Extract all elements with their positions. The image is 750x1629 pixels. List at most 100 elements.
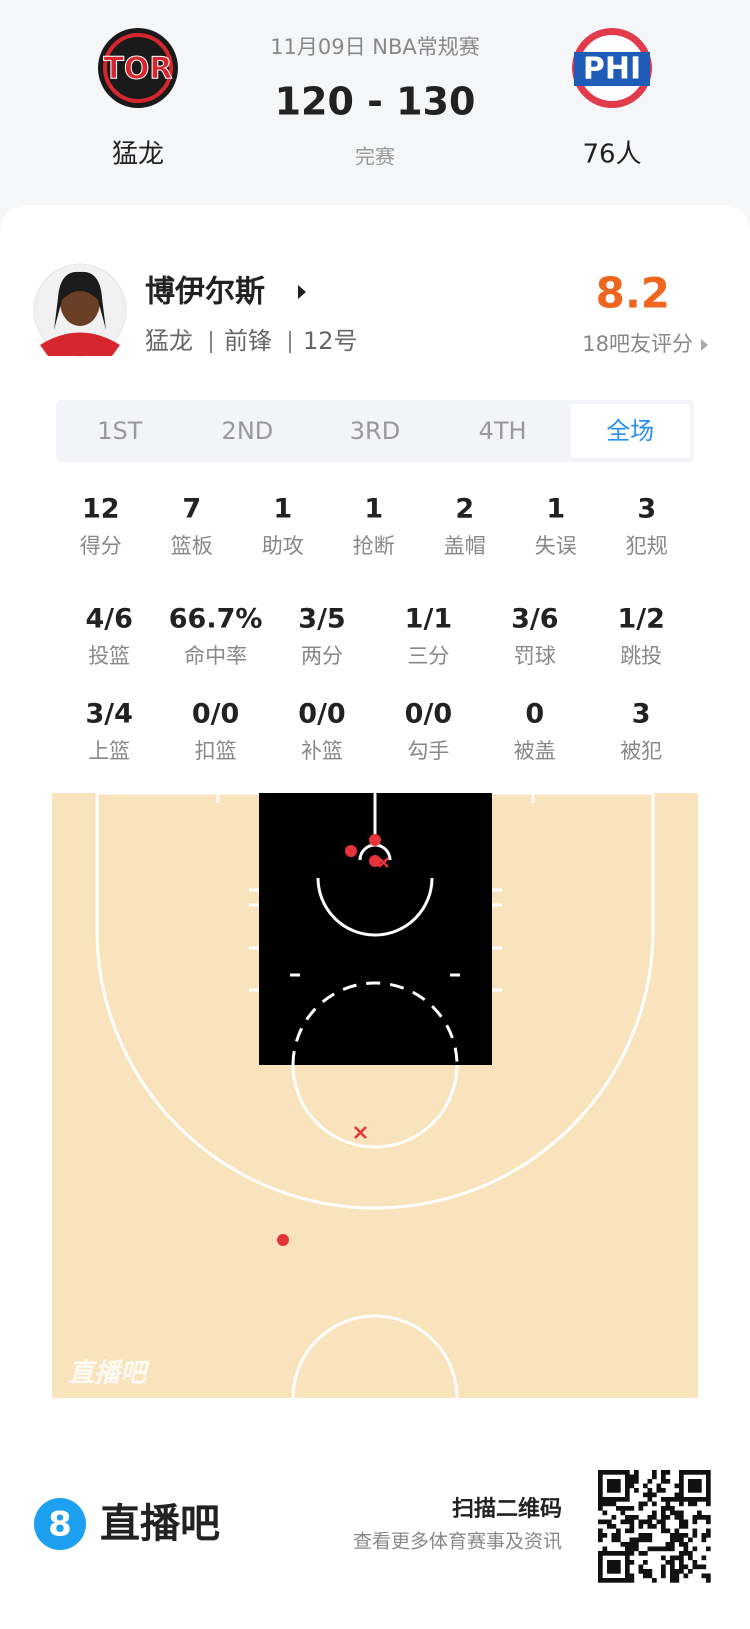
qr-module: [679, 1560, 684, 1565]
stat-value: 1: [273, 494, 292, 525]
stat-label: 罚球: [514, 644, 556, 668]
stat-value: 3/4: [85, 699, 132, 730]
qr-module: [679, 1501, 684, 1507]
qr-module: [674, 1528, 680, 1534]
qr-module: [625, 1515, 630, 1520]
qr-module: [701, 1573, 707, 1579]
qr-module: [629, 1528, 635, 1534]
qr-module: [679, 1519, 684, 1525]
footer-logo-number: 8: [48, 1505, 72, 1545]
qr-module: [697, 1479, 702, 1484]
qr-module: [598, 1551, 603, 1556]
qr-module: [607, 1501, 612, 1507]
qr-module: [661, 1519, 666, 1525]
qr-module: [647, 1533, 653, 1538]
qr-module: [616, 1533, 621, 1538]
qr-module: [607, 1560, 612, 1565]
qr-module: [647, 1497, 653, 1502]
qr-module: [661, 1474, 666, 1480]
qr-module: [620, 1542, 626, 1547]
qr-module: [665, 1501, 671, 1507]
tab[interactable]: 3RD: [350, 417, 400, 445]
player-avatar: [33, 263, 127, 357]
qr-module: [688, 1551, 693, 1556]
qr-module: [697, 1515, 702, 1520]
qr-module: [706, 1578, 711, 1583]
stat-value: 0/0: [298, 699, 345, 730]
qr-module: [706, 1488, 711, 1493]
qr-module: [665, 1470, 671, 1475]
qr-module: [625, 1519, 630, 1525]
stat-value: 0/0: [405, 699, 452, 730]
qr-module: [611, 1470, 617, 1475]
qr-module: [598, 1537, 603, 1543]
tab[interactable]: 全场: [606, 417, 654, 445]
qr-module: [598, 1474, 603, 1480]
qr-module: [611, 1483, 617, 1489]
qr-module: [647, 1537, 653, 1543]
rating-arrow: [701, 339, 708, 351]
home-logo-ring: [103, 33, 173, 103]
player-name[interactable]: 博伊尔斯: [145, 275, 265, 310]
player-team: 猛龙: [145, 327, 193, 355]
qr-module: [692, 1488, 698, 1493]
stat-value: 3/5: [298, 604, 345, 635]
stat-value: 4/6: [85, 604, 132, 635]
qr-module: [665, 1506, 671, 1511]
qr-module: [629, 1573, 635, 1579]
qr-module: [706, 1492, 711, 1498]
qr-module: [620, 1470, 626, 1475]
made-shot: [369, 855, 381, 867]
qr-module: [647, 1573, 653, 1579]
qr-module: [629, 1474, 635, 1480]
qr-module: [697, 1510, 702, 1516]
qr-module: [643, 1569, 648, 1574]
rating-label[interactable]: 18吧友评分: [582, 332, 693, 356]
qr-module: [688, 1488, 693, 1493]
qr-module: [674, 1578, 680, 1583]
shot-chart: 直播吧: [52, 791, 698, 1399]
qr-module: [683, 1470, 689, 1475]
tab[interactable]: 4TH: [479, 417, 527, 445]
tab-active-bg: [570, 404, 690, 458]
qr-module: [683, 1519, 689, 1525]
qr-module: [598, 1578, 603, 1583]
qr-module: [688, 1537, 693, 1543]
qr-module: [611, 1578, 617, 1583]
qr-module: [661, 1488, 666, 1493]
qr-module: [688, 1470, 693, 1475]
qr-module: [652, 1501, 657, 1507]
watermark: 直播吧: [68, 1359, 150, 1389]
qr-module: [665, 1479, 671, 1484]
tab[interactable]: 2ND: [222, 417, 274, 445]
qr-module: [602, 1546, 608, 1552]
home-logo: [98, 28, 178, 108]
qr-module: [611, 1560, 617, 1565]
qr-module: [611, 1524, 617, 1529]
qr-module: [670, 1506, 675, 1511]
qr-module: [625, 1546, 630, 1552]
qr-module: [701, 1564, 707, 1570]
qr-module: [625, 1578, 630, 1583]
qr-module: [683, 1564, 689, 1570]
qr-module: [679, 1470, 684, 1475]
qr-module: [598, 1483, 603, 1489]
qr-module: [620, 1510, 626, 1516]
name-arrow: [298, 285, 306, 299]
qr-module: [638, 1537, 644, 1543]
qr-module: [652, 1546, 657, 1552]
qr-module: [679, 1479, 684, 1484]
qr-module: [692, 1560, 698, 1565]
stat-value: 0: [525, 699, 544, 730]
qr-module: [647, 1569, 653, 1574]
qr-module: [701, 1533, 707, 1538]
qr-module: [679, 1533, 684, 1538]
qr-module: [706, 1483, 711, 1489]
qr-module: [670, 1537, 675, 1543]
qr-module: [616, 1506, 621, 1511]
qr-module: [706, 1479, 711, 1484]
tab[interactable]: 1ST: [97, 417, 143, 445]
qr-module: [679, 1551, 684, 1556]
stat-value: 0/0: [192, 699, 239, 730]
qr-module: [607, 1519, 612, 1525]
